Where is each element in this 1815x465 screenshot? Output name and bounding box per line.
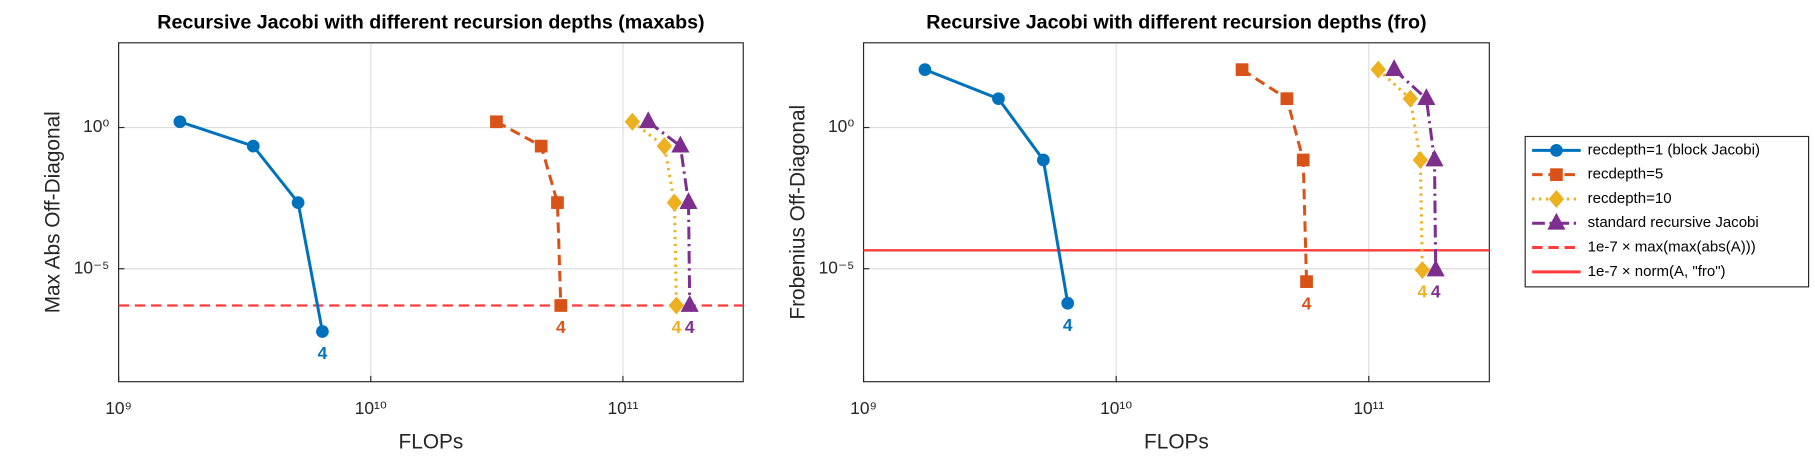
series-line — [924, 68, 1070, 304]
marker — [246, 139, 260, 153]
marker — [1417, 88, 1436, 106]
marker — [1061, 296, 1075, 310]
marker — [1280, 92, 1294, 106]
chart-title: Recursive Jacobi with different recursio… — [926, 11, 1426, 33]
marker — [918, 63, 932, 77]
series-line — [1393, 68, 1438, 271]
end-label: 4 — [685, 317, 695, 337]
marker — [316, 325, 329, 338]
marker — [1414, 261, 1431, 280]
end-label: 4 — [556, 317, 566, 337]
y-axis-label: Frobenius Off-Diagonal — [786, 105, 809, 320]
legend-marker — [1547, 212, 1566, 230]
series-line — [1377, 68, 1424, 271]
marker — [1412, 150, 1429, 169]
marker — [1296, 153, 1310, 167]
y-tick-label: 10⁰ — [83, 116, 109, 136]
marker — [490, 115, 503, 129]
x-tick-label: 10¹¹ — [1353, 398, 1384, 418]
chart-title: Recursive Jacobi with different recursio… — [157, 11, 704, 33]
legend-label: 1e-7 × max(max(abs(A))) — [1588, 239, 1756, 256]
marker — [291, 196, 305, 209]
legend-marker — [1550, 168, 1563, 182]
legend-label: recdepth=5 — [1588, 166, 1664, 183]
y-tick-label: 10⁻⁵ — [819, 257, 855, 277]
marker — [1402, 89, 1419, 108]
marker — [1385, 59, 1404, 77]
series-line — [647, 120, 692, 306]
plot-area — [118, 42, 744, 382]
marker — [624, 112, 641, 131]
marker — [656, 137, 673, 156]
end-label: 4 — [672, 317, 682, 337]
marker — [639, 111, 658, 129]
y-tick-label: 10⁻⁵ — [74, 257, 110, 277]
marker — [668, 296, 685, 315]
end-label: 4 — [1418, 282, 1428, 302]
marker — [1370, 60, 1386, 79]
marker — [679, 192, 698, 209]
marker — [1037, 153, 1050, 167]
marker — [1426, 259, 1445, 277]
end-label: 4 — [1431, 282, 1441, 302]
plot-area — [863, 42, 1490, 382]
x-tick-label: 10¹¹ — [608, 398, 639, 418]
axes-box — [862, 42, 1490, 383]
legend-marker — [1548, 189, 1565, 208]
x-axis-label: FLOPs — [399, 431, 464, 454]
series-line — [495, 120, 563, 306]
x-axis-label: FLOPs — [1144, 431, 1209, 454]
y-axis-label: Max Abs Off-Diagonal — [41, 111, 64, 313]
marker — [1425, 149, 1444, 167]
x-tick-label: 10¹⁰ — [1100, 398, 1132, 418]
end-label: 4 — [1063, 315, 1073, 335]
series-line — [179, 120, 324, 332]
x-tick-label: 10⁹ — [105, 398, 132, 418]
marker — [992, 92, 1005, 106]
marker — [173, 115, 187, 129]
series-line — [1241, 68, 1309, 282]
marker — [1300, 275, 1313, 288]
marker — [671, 135, 690, 153]
legend-label: recdepth=10 — [1588, 190, 1672, 207]
marker — [1235, 63, 1249, 77]
marker — [666, 193, 683, 212]
legend-label: recdepth=1 (block Jacobi) — [1588, 141, 1760, 158]
end-label: 4 — [1302, 293, 1312, 313]
legend-box — [1524, 135, 1810, 288]
legend-marker — [1550, 144, 1563, 157]
x-tick-label: 10⁹ — [850, 398, 877, 418]
end-label: 4 — [318, 343, 328, 363]
axes-box — [118, 42, 744, 383]
legend-label: standard recursive Jacobi — [1588, 214, 1759, 231]
legend-label: 1e-7 × norm(A, "fro") — [1588, 263, 1726, 280]
x-tick-label: 10¹⁰ — [355, 398, 387, 418]
marker — [534, 139, 548, 153]
marker — [551, 196, 564, 209]
y-tick-label: 10⁰ — [828, 116, 854, 136]
marker — [680, 295, 699, 312]
marker — [554, 299, 568, 312]
